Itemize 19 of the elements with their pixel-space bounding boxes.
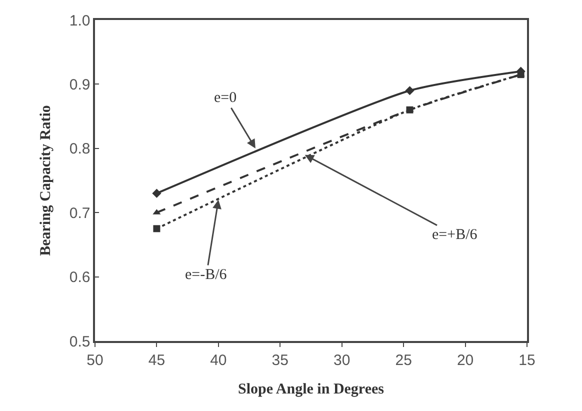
x-tick-label: 45 — [148, 352, 166, 369]
y-tick-label: 0.8 — [69, 140, 90, 158]
y-tick-label: 0.9 — [69, 76, 90, 94]
x-tick-label: 40 — [210, 352, 227, 369]
annotation: e=-B/6 — [185, 267, 228, 283]
annotation: e=0 — [214, 90, 237, 106]
x-tick-label: 30 — [334, 352, 350, 369]
x-tick-label: 15 — [518, 352, 536, 369]
y-tick-label: 0.5 — [69, 333, 90, 350]
x-tick-label: 20 — [456, 352, 474, 369]
y-tick-label: 1.0 — [69, 12, 90, 30]
x-tick-label: 50 — [86, 352, 104, 369]
y-tick-label: 0.6 — [69, 269, 90, 286]
y-axis-title: Bearing Capacity Ratio — [38, 105, 54, 256]
x-tick-label: 35 — [272, 352, 288, 369]
x-axis-title: Slope Angle in Degrees — [238, 381, 384, 398]
annotation: e=+B/6 — [432, 227, 478, 243]
x-tick-label: 25 — [395, 352, 412, 369]
y-tick-label: 0.7 — [69, 204, 90, 222]
